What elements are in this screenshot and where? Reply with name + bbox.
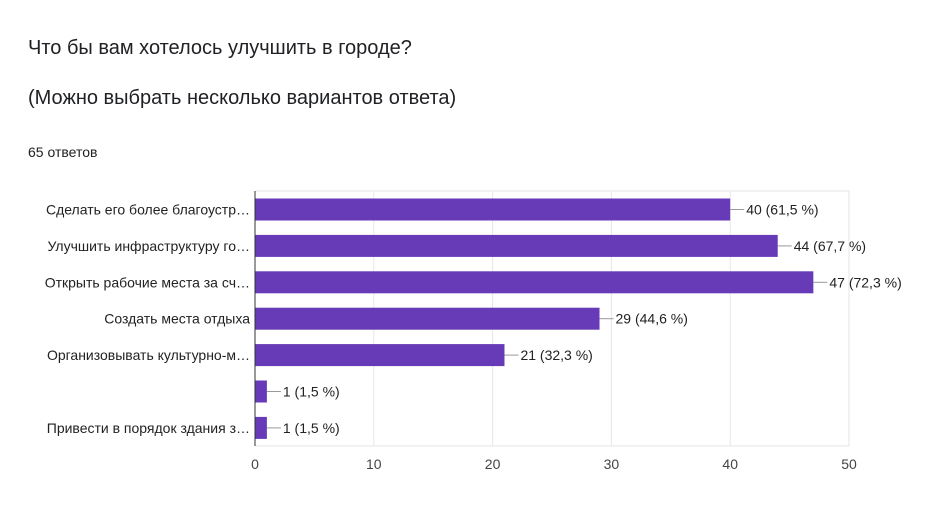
bar xyxy=(255,380,267,403)
value-label: 1 (1,5 %) xyxy=(283,384,340,400)
x-tick-label: 0 xyxy=(251,456,259,472)
value-label: 40 (61,5 %) xyxy=(746,202,818,218)
bar xyxy=(255,344,505,367)
value-label: 1 (1,5 %) xyxy=(283,420,340,436)
x-tick-label: 20 xyxy=(485,456,501,472)
category-label: Сделать его более благоустр… xyxy=(46,202,250,218)
x-tick-label: 40 xyxy=(722,456,738,472)
value-label: 21 (32,3 %) xyxy=(520,347,592,363)
bars xyxy=(255,198,814,439)
x-tick-label: 50 xyxy=(841,456,857,472)
bar xyxy=(255,307,600,330)
category-label: Улучшить инфраструктуру го… xyxy=(47,238,250,254)
bar xyxy=(255,198,731,221)
question-title: Что бы вам хотелось улучшить в городе? xyxy=(28,37,412,59)
x-tick-label: 30 xyxy=(604,456,620,472)
value-label: 47 (72,3 %) xyxy=(829,274,901,290)
bar xyxy=(255,416,267,439)
category-label: Создать места отдыха xyxy=(104,311,250,327)
value-label: 29 (44,6 %) xyxy=(616,311,688,327)
response-count: 65 ответов xyxy=(28,144,98,160)
x-axis-ticks: 0 10 20 30 40 50 xyxy=(251,456,857,472)
category-label: Открыть рабочие места за сч… xyxy=(45,274,250,290)
bar xyxy=(255,234,778,257)
labels: 40 (61,5 %) Сделать его более благоустр… 4… xyxy=(45,202,902,436)
category-label: Привести в порядок здания з… xyxy=(47,420,250,436)
question-note: (Можно выбрать несколько вариантов ответ… xyxy=(28,87,457,109)
bar xyxy=(255,271,814,294)
category-label: Организовывать культурно-м… xyxy=(47,347,250,363)
value-label: 44 (67,7 %) xyxy=(794,238,866,254)
x-tick-label: 10 xyxy=(366,456,382,472)
